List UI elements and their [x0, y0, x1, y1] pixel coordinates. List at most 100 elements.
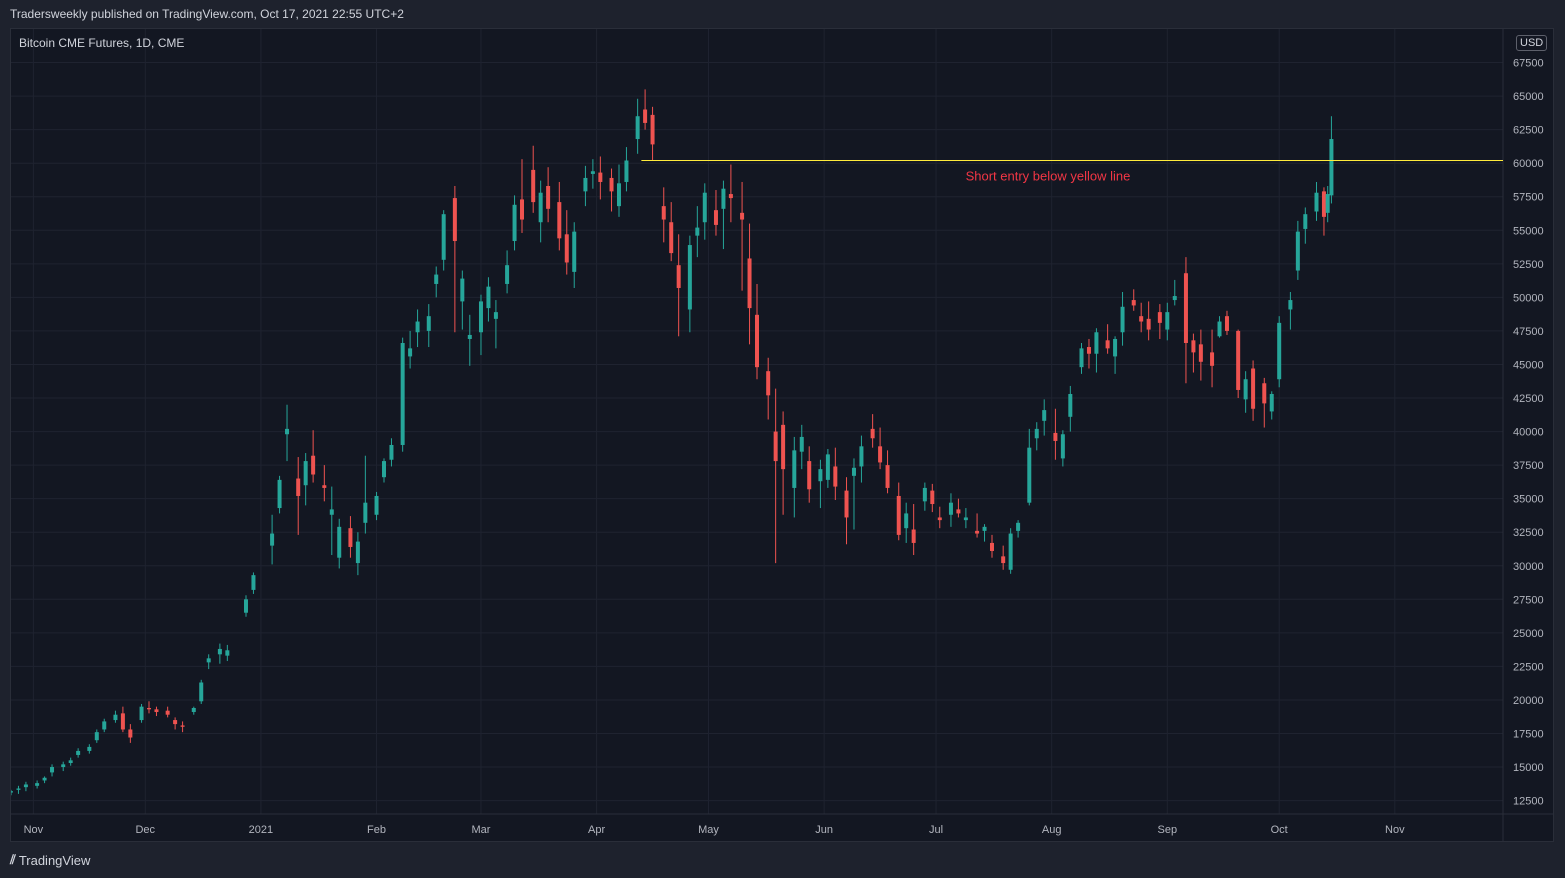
candle-body[interactable] [363, 502, 368, 523]
candle-body[interactable] [16, 788, 21, 790]
candle-body[interactable] [389, 444, 394, 460]
tradingview-brand[interactable]: ⫽ TradingView [10, 852, 90, 868]
candle-body[interactable] [1139, 316, 1144, 322]
candle-body[interactable] [512, 204, 517, 242]
candle-body[interactable] [747, 258, 752, 309]
candle-body[interactable] [251, 575, 256, 590]
candle-body[interactable] [520, 199, 525, 220]
candle-body[interactable] [329, 509, 334, 515]
candle-body[interactable] [243, 599, 248, 613]
candle-body[interactable] [851, 467, 856, 476]
candle-body[interactable] [661, 206, 666, 220]
candle-body[interactable] [713, 210, 718, 225]
candle-body[interactable] [1198, 344, 1203, 362]
candle-body[interactable] [721, 188, 726, 209]
candle-body[interactable] [572, 231, 577, 272]
candle-body[interactable] [948, 502, 953, 515]
candle-body[interactable] [963, 517, 968, 521]
candle-body[interactable] [1314, 192, 1319, 212]
candle-body[interactable] [1113, 338, 1118, 357]
candle-body[interactable] [337, 526, 342, 558]
candle-body[interactable] [766, 371, 771, 396]
candle-body[interactable] [1120, 306, 1125, 333]
candle-body[interactable] [296, 478, 301, 496]
candle-body[interactable] [61, 764, 66, 768]
candle-body[interactable] [165, 710, 170, 715]
candle-body[interactable] [173, 720, 178, 725]
candle-body[interactable] [355, 541, 360, 564]
symbol-label[interactable]: Bitcoin CME Futures, 1D, CME [19, 36, 185, 50]
candle-body[interactable] [374, 495, 379, 515]
candle-body[interactable] [147, 707, 152, 710]
candle-body[interactable] [624, 160, 629, 182]
candle-body[interactable] [956, 509, 961, 514]
candle-body[interactable] [467, 334, 472, 339]
candle-body[interactable] [922, 487, 927, 502]
candle-body[interactable] [609, 177, 614, 192]
candle-body[interactable] [669, 222, 674, 254]
candle-body[interactable] [277, 479, 282, 509]
candle-body[interactable] [792, 450, 797, 488]
candle-body[interactable] [635, 116, 640, 140]
candle-body[interactable] [885, 465, 890, 488]
candle-body[interactable] [870, 428, 875, 439]
candle-body[interactable] [217, 648, 222, 655]
candle-body[interactable] [833, 466, 838, 487]
candle-body[interactable] [1094, 332, 1099, 354]
candle-body[interactable] [896, 495, 901, 535]
candle-body[interactable] [989, 542, 994, 551]
candle-body[interactable] [120, 713, 125, 730]
candle-body[interactable] [755, 314, 759, 368]
candle-body[interactable] [1295, 231, 1300, 271]
candle-body[interactable] [859, 446, 864, 467]
candle-body[interactable] [1217, 321, 1222, 337]
candle-body[interactable] [1105, 340, 1110, 349]
candle-body[interactable] [1236, 330, 1241, 390]
candle-body[interactable] [434, 274, 439, 284]
candle-body[interactable] [643, 109, 648, 123]
candle-body[interactable] [441, 214, 446, 260]
candle-body[interactable] [975, 530, 980, 534]
candle-body[interactable] [818, 469, 823, 482]
candle-body[interactable] [382, 461, 386, 478]
candle-body[interactable] [415, 321, 420, 333]
candle-body[interactable] [538, 192, 543, 223]
candle-body[interactable] [844, 490, 849, 518]
candle-body[interactable] [564, 234, 569, 263]
candle-body[interactable] [225, 650, 230, 656]
candle-body[interactable] [452, 198, 457, 242]
candle-body[interactable] [50, 767, 55, 773]
candle-body[interactable] [982, 526, 987, 531]
candle-body[interactable] [23, 784, 28, 788]
candle-body[interactable] [676, 265, 681, 288]
candle-body[interactable] [1001, 556, 1006, 564]
candle-body[interactable] [1027, 447, 1032, 503]
candle-body[interactable] [94, 732, 99, 741]
candle-body[interactable] [1016, 522, 1021, 531]
candle-body[interactable] [180, 725, 185, 727]
candle-body[interactable] [311, 455, 316, 475]
annotation-text[interactable]: Short entry below yellow line [966, 169, 1131, 184]
candle-body[interactable] [505, 265, 510, 284]
candle-body[interactable] [904, 513, 909, 529]
candle-body[interactable] [270, 533, 275, 546]
candle-body[interactable] [807, 461, 812, 490]
candle-body[interactable] [590, 171, 595, 174]
candle-body[interactable] [825, 454, 830, 480]
candle-body[interactable] [1086, 347, 1091, 354]
candle-body[interactable] [546, 186, 551, 209]
candle-body[interactable] [781, 424, 786, 470]
candle-body[interactable] [1131, 300, 1136, 306]
candle-body[interactable] [1172, 296, 1177, 301]
candle-body[interactable] [799, 436, 804, 452]
candle-body[interactable] [139, 706, 144, 721]
candle-body[interactable] [1243, 379, 1248, 400]
candle-body[interactable] [426, 316, 431, 331]
candle-body[interactable] [206, 658, 211, 663]
candle-body[interactable] [557, 202, 562, 239]
candle-body[interactable] [87, 746, 92, 751]
candle-body[interactable] [113, 714, 118, 721]
candle-body[interactable] [11, 791, 13, 793]
candle-body[interactable] [42, 777, 47, 781]
candle-body[interactable] [285, 428, 290, 435]
